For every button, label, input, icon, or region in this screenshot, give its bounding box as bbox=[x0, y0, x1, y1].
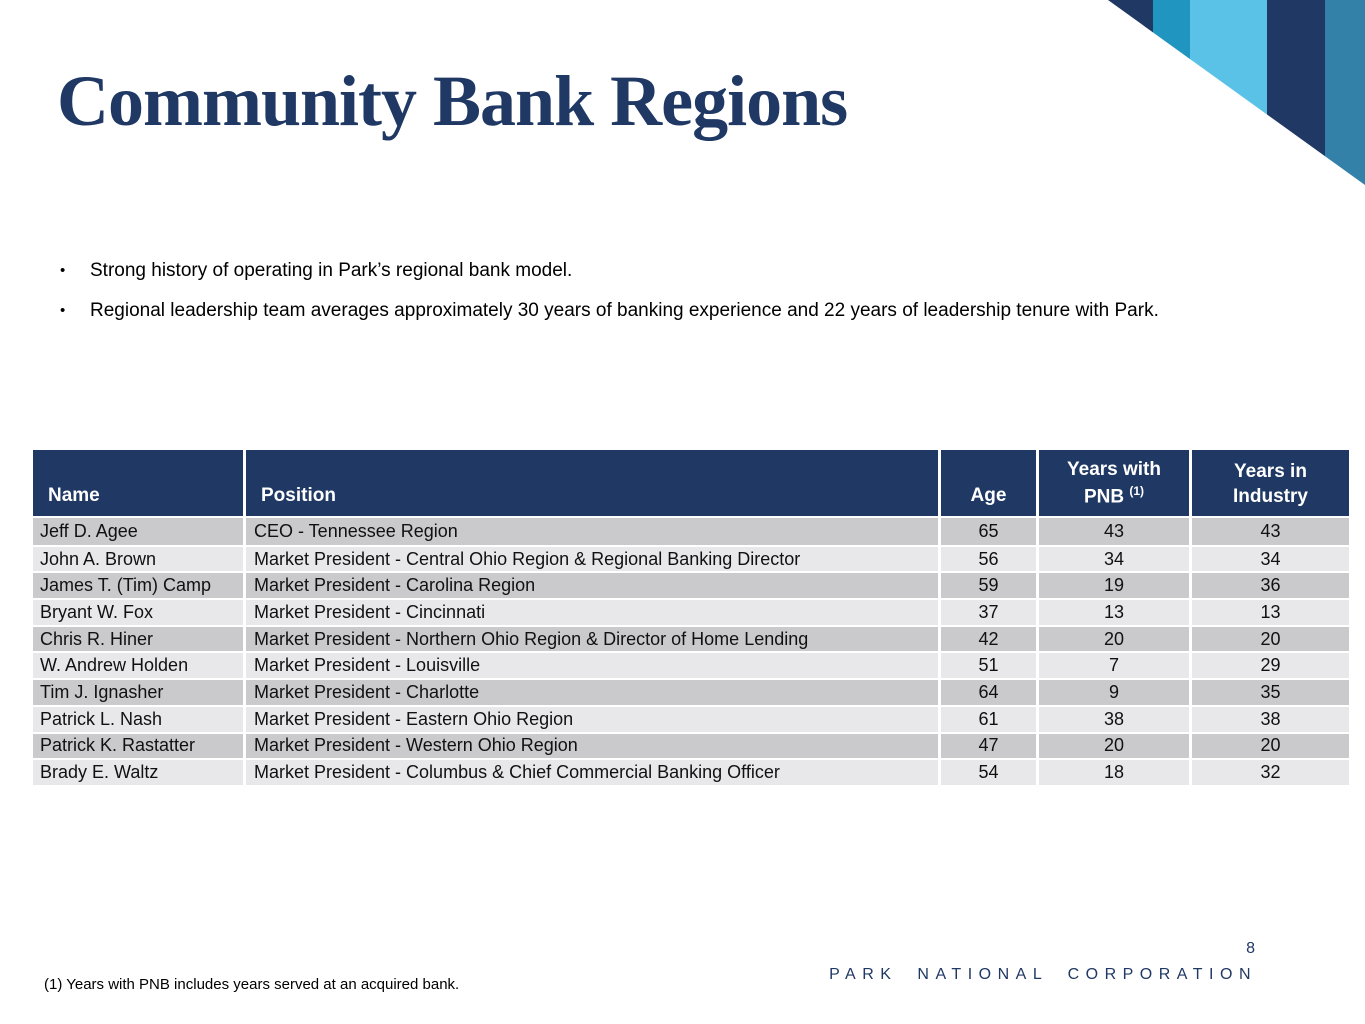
cell-position: Market President - Central Ohio Region &… bbox=[243, 546, 938, 572]
bullet-item: • Regional leadership team averages appr… bbox=[57, 298, 1297, 324]
page-number: 8 bbox=[1246, 940, 1255, 957]
cell-pnb: 7 bbox=[1036, 653, 1189, 679]
column-header-label: Years with PNB (1) bbox=[1067, 459, 1161, 508]
table-body: Jeff D. Agee CEO - Tennessee Region 65 43 43… bbox=[33, 518, 1349, 785]
cell-industry: 20 bbox=[1189, 626, 1349, 652]
leadership-table: Name Position Age Years with PNB (1) Year… bbox=[33, 450, 1349, 785]
cell-name: John A. Brown bbox=[33, 546, 243, 572]
cell-industry: 20 bbox=[1189, 733, 1349, 759]
bullet-text: Strong history of operating in Park’s re… bbox=[90, 260, 573, 281]
footnote-reference: (1) bbox=[1129, 484, 1145, 499]
cell-position: Market President - Cincinnati bbox=[243, 600, 938, 625]
cell-name: Chris R. Hiner bbox=[33, 626, 243, 652]
cell-pnb: 18 bbox=[1036, 760, 1189, 785]
table-row: Jeff D. Agee CEO - Tennessee Region 65 43 43 bbox=[33, 518, 1349, 545]
table-row: Bryant W. Fox Market President - Cincinna… bbox=[33, 598, 1349, 625]
cell-age: 59 bbox=[938, 573, 1036, 599]
cell-age: 42 bbox=[938, 626, 1036, 652]
table-row: Patrick L. Nash Market President - Easter… bbox=[33, 704, 1349, 732]
column-header-position: Position bbox=[243, 450, 938, 516]
table-row: Chris R. Hiner Market President - Norther… bbox=[33, 624, 1349, 652]
cell-name: Bryant W. Fox bbox=[33, 600, 243, 625]
column-header-name: Name bbox=[33, 450, 243, 516]
cell-pnb: 43 bbox=[1036, 518, 1189, 545]
cell-industry: 34 bbox=[1189, 546, 1349, 572]
table-row: Brady E. Waltz Market President - Columbu… bbox=[33, 758, 1349, 785]
column-header-label: Name bbox=[48, 485, 100, 506]
table-row: Tim J. Ignasher Market President - Charlo… bbox=[33, 678, 1349, 705]
footer-brand: PARK NATIONAL CORPORATION bbox=[829, 966, 1257, 983]
table-row: John A. Brown Market President - Central … bbox=[33, 544, 1349, 572]
cell-age: 56 bbox=[938, 546, 1036, 572]
cell-pnb: 9 bbox=[1036, 680, 1189, 705]
cell-industry: 36 bbox=[1189, 573, 1349, 599]
bullet-icon: • bbox=[60, 302, 66, 319]
cell-industry: 29 bbox=[1189, 653, 1349, 679]
table-row: W. Andrew Holden Market President - Louis… bbox=[33, 651, 1349, 679]
cell-position: Market President - Charlotte bbox=[243, 680, 938, 705]
table-header-row: Name Position Age Years with PNB (1) Year… bbox=[33, 450, 1349, 518]
cell-pnb: 20 bbox=[1036, 626, 1189, 652]
cell-name: Jeff D. Agee bbox=[33, 518, 243, 545]
column-header-years-with-pnb: Years with PNB (1) bbox=[1036, 450, 1189, 516]
bullet-icon: • bbox=[60, 262, 66, 279]
column-header-age: Age bbox=[938, 450, 1036, 516]
corner-stripes-decoration bbox=[1108, 0, 1365, 185]
cell-pnb: 34 bbox=[1036, 546, 1189, 572]
column-header-label: Position bbox=[261, 485, 336, 506]
cell-position: Market President - Louisville bbox=[243, 653, 938, 679]
cell-position: CEO - Tennessee Region bbox=[243, 518, 938, 545]
table-row: Patrick K. Rastatter Market President - W… bbox=[33, 731, 1349, 759]
cell-name: W. Andrew Holden bbox=[33, 653, 243, 679]
cell-age: 64 bbox=[938, 680, 1036, 705]
cell-industry: 43 bbox=[1189, 518, 1349, 545]
cell-industry: 32 bbox=[1189, 760, 1349, 785]
table-row: James T. (Tim) Camp Market President - Ca… bbox=[33, 571, 1349, 599]
cell-pnb: 19 bbox=[1036, 573, 1189, 599]
cell-position: Market President - Northern Ohio Region … bbox=[243, 626, 938, 652]
cell-age: 37 bbox=[938, 600, 1036, 625]
cell-name: Patrick L. Nash bbox=[33, 706, 243, 732]
cell-industry: 35 bbox=[1189, 680, 1349, 705]
cell-age: 65 bbox=[938, 518, 1036, 545]
cell-industry: 13 bbox=[1189, 600, 1349, 625]
cell-age: 47 bbox=[938, 733, 1036, 759]
cell-name: James T. (Tim) Camp bbox=[33, 573, 243, 599]
bullet-text: Regional leadership team averages approx… bbox=[90, 300, 1159, 321]
column-header-years-in-industry: Years in Industry bbox=[1189, 450, 1349, 516]
column-header-label: Years in Industry bbox=[1233, 460, 1308, 508]
cell-name: Brady E. Waltz bbox=[33, 760, 243, 785]
cell-age: 54 bbox=[938, 760, 1036, 785]
cell-position: Market President - Eastern Ohio Region bbox=[243, 706, 938, 732]
cell-age: 61 bbox=[938, 706, 1036, 732]
footnote: (1) Years with PNB includes years served… bbox=[44, 976, 460, 993]
cell-industry: 38 bbox=[1189, 706, 1349, 732]
cell-pnb: 20 bbox=[1036, 733, 1189, 759]
cell-position: Market President - Carolina Region bbox=[243, 573, 938, 599]
cell-pnb: 38 bbox=[1036, 706, 1189, 732]
bullet-list: • Strong history of operating in Park’s … bbox=[57, 258, 1297, 324]
cell-pnb: 13 bbox=[1036, 600, 1189, 625]
cell-name: Patrick K. Rastatter bbox=[33, 733, 243, 759]
cell-age: 51 bbox=[938, 653, 1036, 679]
cell-position: Market President - Columbus & Chief Comm… bbox=[243, 760, 938, 785]
bullet-item: • Strong history of operating in Park’s … bbox=[57, 258, 1297, 284]
slide-title: Community Bank Regions bbox=[57, 61, 848, 141]
cell-name: Tim J. Ignasher bbox=[33, 680, 243, 705]
column-header-label: Age bbox=[970, 485, 1007, 506]
cell-position: Market President - Western Ohio Region bbox=[243, 733, 938, 759]
